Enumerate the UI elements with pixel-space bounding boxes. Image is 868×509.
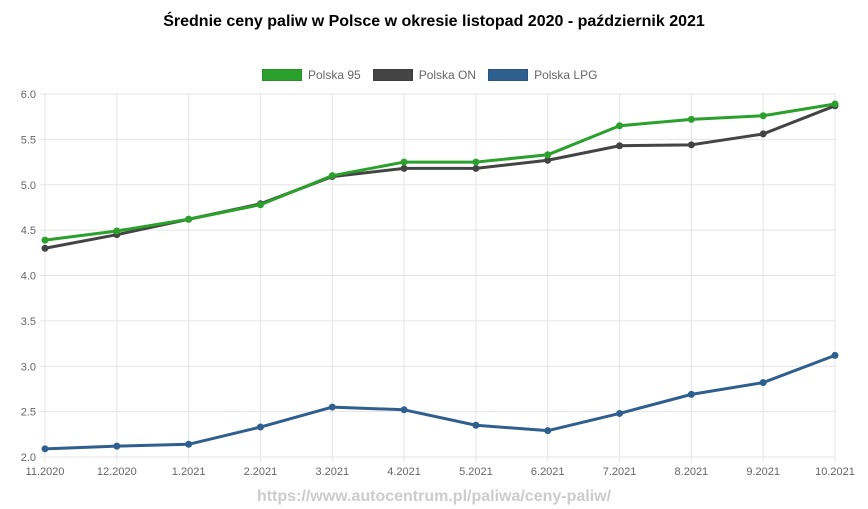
- data-point: [472, 421, 480, 429]
- legend-label: Polska 95: [308, 68, 361, 82]
- legend-item-polska-95[interactable]: Polska 95: [262, 68, 361, 82]
- data-point: [472, 158, 480, 166]
- x-tick-label: 11.2020: [26, 466, 65, 478]
- y-tick-label: 4.5: [21, 225, 36, 237]
- x-tick-label: 12.2020: [97, 466, 137, 478]
- data-point: [41, 445, 49, 453]
- series-line-polska-on: [44, 104, 836, 250]
- data-point: [328, 172, 336, 180]
- x-tick-label: 9.2021: [746, 466, 780, 478]
- y-tick-label: 3.0: [21, 361, 36, 373]
- y-tick-label: 6.0: [21, 89, 36, 101]
- data-point: [687, 390, 695, 398]
- x-tick-label: 1.2021: [172, 466, 206, 478]
- data-point: [544, 427, 552, 435]
- series-line-polska-lpg: [44, 353, 836, 451]
- legend: Polska 95 Polska ON Polska LPG: [262, 68, 601, 82]
- legend-label: Polska LPG: [534, 68, 598, 82]
- data-point: [113, 442, 121, 450]
- x-tick-label: 4.2021: [387, 466, 421, 478]
- y-tick-label: 4.0: [21, 271, 36, 283]
- data-point: [400, 164, 408, 172]
- legend-label: Polska ON: [418, 68, 477, 82]
- data-point: [687, 115, 695, 123]
- legend-item-polska-lpg[interactable]: Polska LPG: [488, 68, 597, 82]
- y-tick-label: 3.5: [21, 316, 36, 328]
- data-point: [400, 158, 408, 166]
- x-tick-label: 3.2021: [315, 466, 349, 478]
- data-point: [328, 403, 336, 411]
- data-point: [831, 100, 839, 108]
- data-point: [113, 227, 121, 235]
- x-tick-label: 5.2021: [459, 466, 493, 478]
- y-tick-label: 2.5: [21, 407, 36, 419]
- y-tick-label: 5.0: [21, 180, 36, 192]
- y-tick-label: 5.5: [21, 134, 36, 146]
- data-point: [400, 406, 408, 414]
- data-point: [759, 112, 767, 120]
- legend-swatch: [488, 69, 529, 81]
- chart-title: Średnie ceny paliw w Polsce w okresie li…: [163, 13, 705, 30]
- data-point: [616, 142, 624, 150]
- legend-swatch: [372, 69, 413, 81]
- data-point: [544, 156, 552, 164]
- legend-swatch: [262, 69, 302, 81]
- data-point: [544, 151, 552, 159]
- x-tick-label: 8.2021: [675, 466, 709, 478]
- data-point: [256, 423, 264, 431]
- data-point: [185, 440, 193, 448]
- data-point: [831, 351, 839, 359]
- data-point: [616, 409, 624, 417]
- x-tick-label: 6.2021: [531, 466, 565, 478]
- data-point: [759, 379, 767, 387]
- data-point: [687, 141, 695, 149]
- data-point: [759, 130, 767, 138]
- data-point: [472, 164, 480, 172]
- x-tick-label: 10.2021: [815, 466, 855, 478]
- series-line-polska-95: [44, 102, 836, 242]
- data-point: [41, 244, 49, 252]
- data-point: [41, 236, 49, 244]
- x-tick-label: 7.2021: [603, 466, 637, 478]
- data-point: [185, 215, 193, 223]
- data-point: [256, 201, 264, 209]
- x-tick-label: 2.2021: [244, 466, 278, 478]
- legend-item-polska-on[interactable]: Polska ON: [372, 68, 477, 82]
- data-point: [616, 122, 624, 130]
- source-url: https://www.autocentrum.pl/paliwa/ceny-p…: [256, 488, 612, 505]
- y-tick-label: 2.0: [21, 452, 36, 464]
